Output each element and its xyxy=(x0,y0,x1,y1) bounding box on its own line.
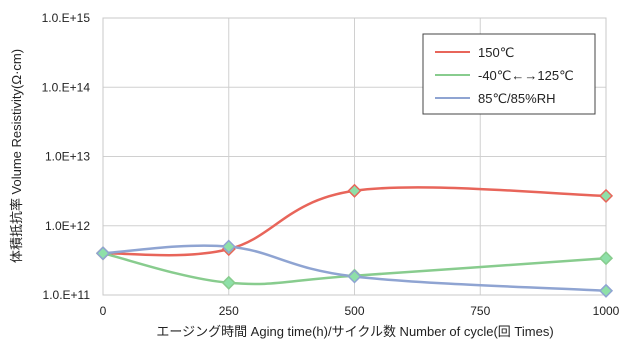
legend: 150℃ -40℃←→125℃ 85℃/85%RH xyxy=(422,33,596,115)
data-point-marker xyxy=(347,183,362,198)
y-tick-labels: 1.0.E+11 1.0E+12 1.0E+13 1.0.E+14 1.0.E+15 xyxy=(42,11,91,302)
x-axis-title: エージング時間 Aging time(h)/サイクル数 Number of cy… xyxy=(156,324,553,339)
data-point-marker xyxy=(221,239,236,254)
legend-label-150c: 150℃ xyxy=(478,45,514,60)
y-tick-label: 1.0.E+11 xyxy=(43,288,91,302)
data-point-marker xyxy=(347,269,362,284)
plot-frame xyxy=(102,17,607,296)
x-tick-label: 250 xyxy=(219,304,239,318)
legend-label-85c-85rh: 85℃/85%RH xyxy=(478,91,555,106)
data-point-marker xyxy=(598,283,614,298)
series-line-1 xyxy=(102,252,607,286)
data-point-marker xyxy=(221,275,236,290)
y-tick-label: 1.0.E+14 xyxy=(42,80,91,94)
x-tick-label: 750 xyxy=(470,304,490,318)
x-tick-label: 500 xyxy=(344,304,364,318)
y-axis-title: 体積抵抗率 Volume Resistivity(Ω·cm) xyxy=(9,49,24,263)
series-line-0 xyxy=(102,186,607,257)
data-point-marker xyxy=(598,188,614,203)
x-tick-label: 0 xyxy=(100,304,107,318)
legend-label-thermal-cycle: -40℃←→125℃ xyxy=(478,68,574,83)
y-tick-label: 1.0E+13 xyxy=(45,150,90,164)
series-lines xyxy=(102,186,607,293)
data-point-marker xyxy=(598,251,614,266)
data-point-marker xyxy=(95,246,111,261)
y-tick-label: 1.0.E+15 xyxy=(42,11,91,25)
y-tick-label: 1.0E+12 xyxy=(45,219,90,233)
data-markers xyxy=(95,183,614,298)
x-tick-label: 1000 xyxy=(593,304,620,318)
series-line-2 xyxy=(102,244,607,293)
x-tick-labels: 0 250 500 750 1000 xyxy=(100,304,620,318)
